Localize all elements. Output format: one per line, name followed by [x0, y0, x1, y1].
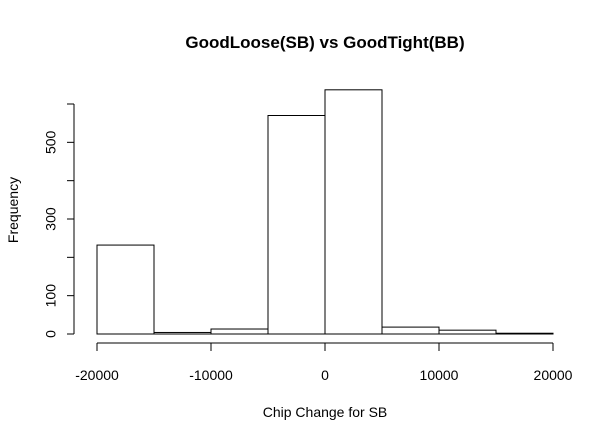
histogram-bar-6	[438, 329, 497, 335]
x-tick-label-4: 20000	[534, 367, 573, 383]
histogram-bar-4	[324, 89, 383, 335]
bars-group	[96, 89, 554, 335]
y-tick-label-1: 100	[43, 284, 59, 308]
x-tick-label-2: 0	[321, 367, 329, 383]
x-tick-label-3: 10000	[420, 367, 459, 383]
histogram-bar-7	[495, 332, 554, 335]
y-axis: 0 100 300 500	[43, 103, 75, 338]
x-axis: -20000 -10000 0 10000 20000	[75, 342, 573, 383]
y-tick-label-0: 0	[43, 330, 59, 338]
histogram-bar-0	[96, 244, 155, 335]
histogram-bar-5	[381, 326, 440, 335]
x-tick-label-0: -20000	[75, 367, 119, 383]
histogram-bar-2	[210, 328, 269, 335]
histogram-bar-3	[267, 115, 326, 335]
x-tick-label-1: -10000	[189, 367, 233, 383]
x-axis-label: Chip Change for SB	[263, 404, 388, 420]
chart-title: GoodLoose(SB) vs GoodTight(BB)	[185, 33, 464, 52]
y-tick-label-3: 300	[43, 207, 59, 231]
y-tick-label-5: 500	[43, 130, 59, 154]
y-axis-label: Frequency	[5, 177, 21, 243]
histogram-bar-1	[153, 331, 212, 335]
